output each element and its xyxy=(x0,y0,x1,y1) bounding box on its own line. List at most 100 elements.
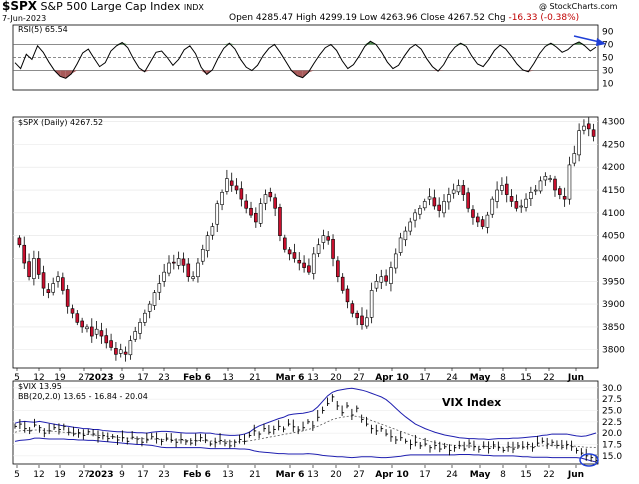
spx-candle-body xyxy=(582,125,586,131)
spx-tick-label: 4000 xyxy=(602,254,625,264)
spx-candle-body xyxy=(379,276,384,283)
spx-candle-body xyxy=(152,292,157,306)
spx-candle-body xyxy=(427,196,432,200)
spx-x-tick-label: Jun xyxy=(567,373,584,383)
spx-x-tick-label: 19 xyxy=(54,373,66,383)
spx-candle-body xyxy=(403,230,408,241)
spx-candle-body xyxy=(94,328,99,335)
spx-candle-body xyxy=(369,290,374,318)
chart-title: $SPX S&P 500 Large Cap Index INDX xyxy=(2,0,204,13)
high-label: High xyxy=(296,13,317,23)
spx-x-tick-label: 17 xyxy=(137,373,148,383)
spx-candle-body xyxy=(297,259,302,264)
spx-candle-body xyxy=(509,196,514,202)
spx-candle-body xyxy=(292,252,297,259)
spx-candle-body xyxy=(22,244,27,264)
spx-candle-body xyxy=(80,320,84,328)
spx-x-tick-label: 13 xyxy=(307,373,318,383)
spx-candle-body xyxy=(384,275,388,282)
spx-candle-body xyxy=(85,326,89,330)
spx-candle-body xyxy=(538,180,543,192)
spx-x-tick-label: 2023 xyxy=(88,373,113,383)
spx-candle-body xyxy=(311,253,316,274)
spx-candle-body xyxy=(466,192,470,209)
vix-tick-label: 17.5 xyxy=(602,440,622,450)
spx-candle-body xyxy=(365,317,369,327)
vix-tick-label: 22.5 xyxy=(602,418,622,428)
spx-candle-body xyxy=(447,194,451,203)
spx-candle-body xyxy=(287,249,292,255)
spx-candle-body xyxy=(553,178,557,191)
watermark: @ StockCharts.com xyxy=(539,2,618,11)
spx-tick-label: 3800 xyxy=(602,346,625,356)
spx-candle-body xyxy=(504,183,509,195)
spx-candle-body xyxy=(533,189,538,192)
spx-candle-body xyxy=(200,249,205,262)
spx-candle-body xyxy=(326,236,331,241)
spx-x-tick-label: 9 xyxy=(119,373,125,383)
vix-x-tick-label: 13 xyxy=(307,470,318,480)
spx-legend: $SPX (Daily) 4267.52 xyxy=(18,118,104,127)
spx-tick-label: 4050 xyxy=(602,232,625,242)
spx-candle-body xyxy=(307,265,311,273)
vix-highlight-circle xyxy=(579,453,599,467)
spx-candle-body xyxy=(495,189,499,202)
spx-candle-body xyxy=(500,185,504,191)
spx-candle-body xyxy=(186,263,191,278)
vix-tick-label: 20.0 xyxy=(602,429,622,439)
spx-candle-body xyxy=(340,276,345,291)
spx-candle-body xyxy=(514,201,519,209)
rsi-oversold-fill xyxy=(438,70,444,72)
spx-candle-body xyxy=(89,326,94,337)
spx-candle-body xyxy=(389,267,393,284)
spx-candle-body xyxy=(61,277,65,291)
rsi-legend: RSI(5) 65.54 xyxy=(18,25,68,34)
spx-candle-body xyxy=(215,203,220,225)
vix-x-tick-label: Apr 10 xyxy=(375,470,409,480)
spx-candle-body xyxy=(114,348,118,355)
spx-candle-body xyxy=(249,207,253,216)
spx-candle-body xyxy=(225,178,229,192)
spx-candle-body xyxy=(123,351,128,355)
spx-candle-body xyxy=(278,207,282,236)
spx-tick-label: 4100 xyxy=(602,209,625,219)
spx-candle-body xyxy=(282,237,287,250)
rsi-oversold-fill xyxy=(432,70,439,72)
open-value: 4285.47 xyxy=(255,13,294,23)
spx-candle-body xyxy=(456,185,461,193)
spx-candle-body xyxy=(398,237,403,253)
spx-candle-body xyxy=(143,312,147,323)
spx-candle-body xyxy=(562,196,567,200)
vix-x-tick-label: 22 xyxy=(543,470,554,480)
exchange: INDX xyxy=(183,3,204,12)
spx-candle-body xyxy=(572,153,577,164)
spx-candle-body xyxy=(374,280,379,289)
rsi-oversold-fill xyxy=(201,70,207,75)
spx-candle-body xyxy=(220,192,224,205)
spx-candle-body xyxy=(321,235,326,243)
spx-x-tick-label: 24 xyxy=(446,373,458,383)
spx-x-tick-label: 21 xyxy=(249,373,260,383)
spx-candle-body xyxy=(133,331,138,340)
spx-candle-body xyxy=(331,239,335,259)
spx-x-tick-label: Apr 10 xyxy=(375,373,409,383)
vix-bb-lower xyxy=(14,437,597,463)
rsi-tick-label: 30 xyxy=(602,67,614,77)
spx-candle-body xyxy=(205,235,210,252)
spx-candle-body xyxy=(17,237,22,246)
rsi-tick-label: 10 xyxy=(602,80,614,90)
vix-x-tick-label: 8 xyxy=(500,470,506,480)
close-label: Close xyxy=(420,13,445,23)
spx-candle-body xyxy=(475,216,480,223)
low-value: 4263.96 xyxy=(380,13,418,23)
high-value: 4299.19 xyxy=(319,13,357,23)
spx-x-tick-label: May xyxy=(470,373,491,383)
spx-candle-body xyxy=(162,271,166,282)
spx-candle-body xyxy=(99,330,104,337)
spx-candle-body xyxy=(65,289,70,307)
spx-candle-body xyxy=(147,303,152,312)
open-label: Open xyxy=(229,13,254,23)
spx-candle-body xyxy=(181,258,186,266)
vix-x-tick-label: 24 xyxy=(446,470,458,480)
spx-x-tick-label: 20 xyxy=(330,373,342,383)
